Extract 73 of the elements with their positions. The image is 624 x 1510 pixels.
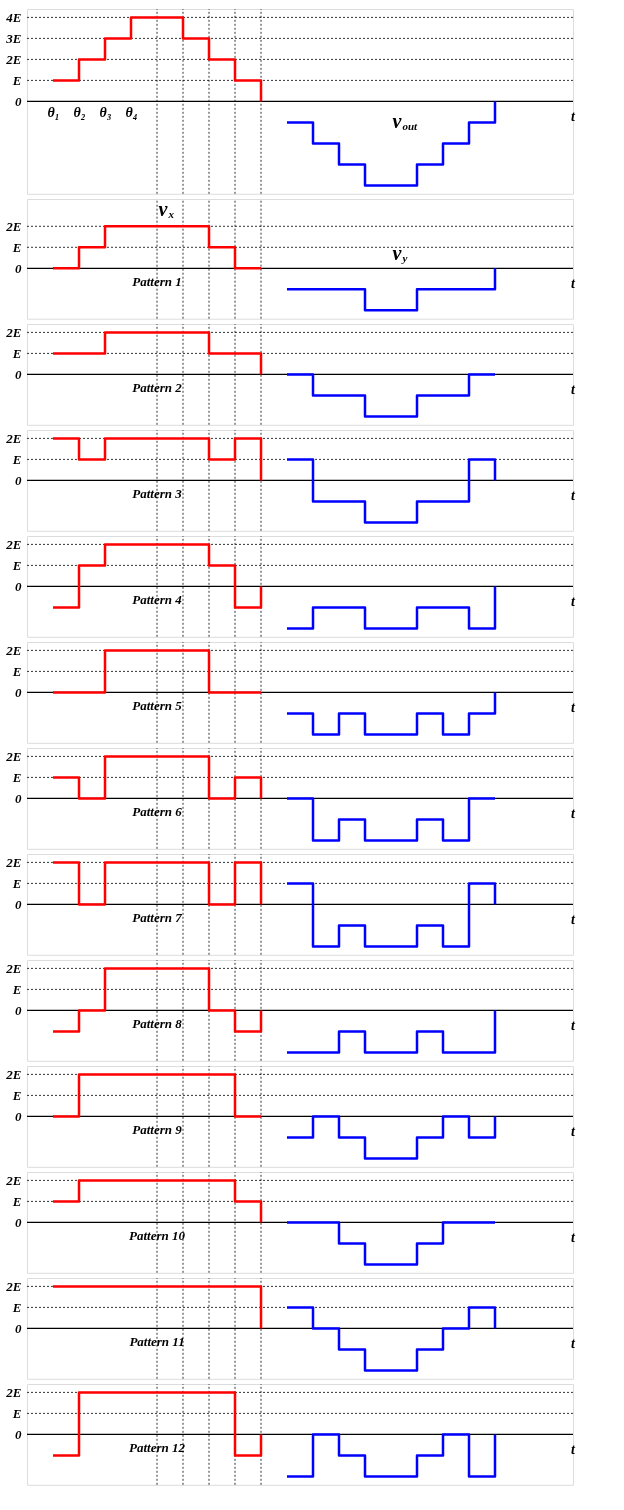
y-tick-label: 0 [15, 1214, 22, 1230]
annotation: Pattern 10 [129, 1228, 186, 1244]
y-tick-label: E [11, 1087, 22, 1103]
y-tick-label: E [11, 875, 22, 891]
y-tick-label: 2E [5, 642, 22, 658]
annotation: Pattern 7 [132, 910, 183, 926]
y-tick-label: 2E [5, 1278, 22, 1294]
y-tick-label: E [11, 981, 22, 997]
y-tick-label: 2E [5, 536, 22, 552]
x-axis-title: t [571, 1336, 577, 1352]
y-tick-label: 2E [5, 1172, 22, 1188]
x-axis-title: t [571, 382, 577, 398]
y-tick-label: 0 [15, 93, 22, 109]
series-label: vout [392, 110, 419, 133]
annotation: Pattern 2 [132, 380, 183, 396]
y-tick-label: 2E [5, 854, 22, 870]
x-axis-title: t [571, 276, 577, 292]
annotation: Pattern 1 [132, 274, 182, 290]
y-tick-label: E [11, 72, 22, 88]
x-tick-label: θ₂ [73, 104, 86, 120]
x-axis-title: t [571, 1018, 577, 1034]
y-tick-label: 0 [15, 1108, 22, 1124]
y-tick-label: 3E [5, 30, 22, 46]
annotation: Pattern 8 [132, 1016, 183, 1032]
x-tick-label: θ₃ [99, 104, 112, 120]
annotation: Pattern 3 [132, 486, 183, 502]
y-tick-label: 0 [15, 260, 22, 276]
y-tick-label: 0 [15, 366, 22, 382]
y-tick-label: 0 [15, 1320, 22, 1336]
y-tick-label: 0 [15, 1002, 22, 1018]
annotation: Pattern 11 [129, 1334, 185, 1350]
y-tick-label: 0 [15, 472, 22, 488]
y-tick-label: E [11, 239, 22, 255]
x-axis-title: t [571, 594, 577, 610]
y-tick-label: E [11, 769, 22, 785]
series-label: vx [158, 197, 175, 220]
x-axis-title: t [571, 1124, 577, 1140]
y-tick-label: 2E [5, 430, 22, 446]
series-label: vy [392, 241, 408, 264]
annotation: Pattern 4 [132, 592, 183, 608]
annotation: Pattern 9 [132, 1122, 183, 1138]
y-tick-label: 2E [5, 218, 22, 234]
y-tick-label: 2E [5, 1384, 22, 1400]
y-tick-label: E [11, 1193, 22, 1209]
y-tick-label: 2E [5, 960, 22, 976]
x-axis-title: t [571, 1230, 577, 1246]
y-tick-label: 0 [15, 578, 22, 594]
y-tick-label: E [11, 1405, 22, 1421]
y-tick-label: 2E [5, 51, 22, 67]
y-tick-label: E [11, 1299, 22, 1315]
y-tick-label: E [11, 663, 22, 679]
annotation: Pattern 5 [132, 698, 183, 714]
x-axis-title: t [571, 1442, 577, 1458]
annotation: Pattern 6 [132, 804, 183, 820]
y-tick-label: 0 [15, 684, 22, 700]
y-tick-label: 2E [5, 324, 22, 340]
x-axis-title: t [571, 109, 577, 125]
x-axis-title: t [571, 488, 577, 504]
y-tick-label: 4E [5, 9, 22, 25]
y-tick-label: 0 [15, 896, 22, 912]
y-tick-label: 0 [15, 790, 22, 806]
y-tick-label: E [11, 345, 22, 361]
x-axis-title: t [571, 806, 577, 822]
y-tick-label: 2E [5, 748, 22, 764]
x-axis-title: t [571, 700, 577, 716]
x-tick-label: θ₁ [47, 104, 60, 120]
x-axis-title: t [571, 912, 577, 928]
y-tick-label: 2E [5, 1066, 22, 1082]
y-tick-label: 0 [15, 1426, 22, 1442]
annotation: Pattern 12 [129, 1440, 186, 1456]
y-tick-label: E [11, 557, 22, 573]
y-tick-label: E [11, 451, 22, 467]
x-tick-label: θ₄ [125, 104, 138, 120]
